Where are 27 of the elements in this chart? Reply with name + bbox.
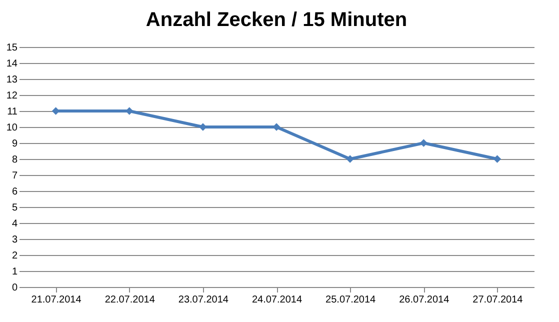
- x-tick-label: 24.07.2014: [252, 294, 302, 306]
- y-tick-label: 3: [12, 234, 18, 246]
- y-tick-label: 10: [6, 122, 18, 134]
- y-tick-label: 4: [12, 218, 18, 230]
- y-tick-label: 5: [12, 202, 18, 214]
- y-tick-label: 7: [12, 170, 18, 182]
- y-tick-label: 15: [6, 42, 18, 54]
- y-tick-label: 13: [6, 74, 18, 86]
- y-tick-label: 6: [12, 186, 18, 198]
- point: [346, 155, 354, 163]
- y-tick-label: 2: [12, 250, 18, 262]
- y-tick-label: 8: [12, 154, 18, 166]
- x-tick-label: 27.07.2014: [472, 294, 524, 306]
- y-tick-label: 12: [6, 90, 18, 102]
- y-tick-label: 1: [12, 266, 18, 278]
- y-tick-label: 14: [6, 58, 18, 70]
- y-tick-label: 0: [12, 282, 18, 294]
- x-tick-label: 26.07.2014: [399, 294, 450, 306]
- y-tick-label: 11: [7, 106, 18, 118]
- chart-title: Anzahl Zecken / 15 Minuten: [146, 9, 408, 31]
- x-tick-label: 22.07.2014: [104, 294, 156, 306]
- x-tick-label: 21.07.2014: [31, 294, 82, 306]
- point: [420, 139, 428, 147]
- x-tick-label: 25.07.2014: [326, 294, 376, 306]
- x-tick-label: 23.07.2014: [178, 294, 229, 306]
- point: [493, 155, 502, 163]
- y-tick-label: 9: [12, 138, 18, 150]
